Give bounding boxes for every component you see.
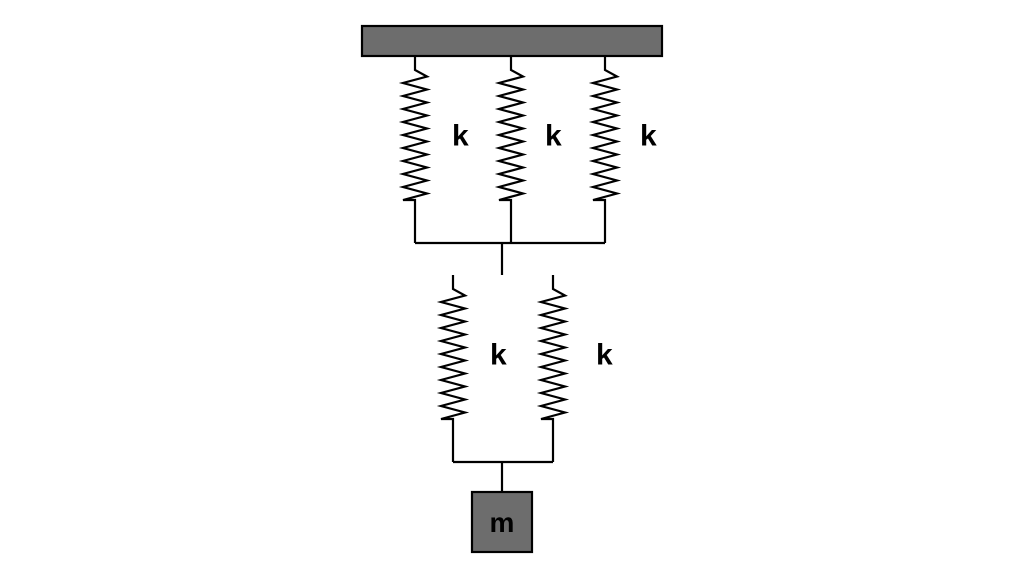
spring-row2-1	[441, 275, 465, 433]
spring-label-row1-1: k	[452, 120, 469, 153]
spring-label-row2-1: k	[490, 339, 507, 372]
spring-row1-1	[403, 56, 427, 214]
spring-row1-2	[499, 56, 523, 214]
spring-row2-2	[541, 275, 565, 433]
ceiling-block	[362, 26, 662, 56]
mass-label: m	[490, 507, 515, 538]
spring-label-row2-2: k	[596, 339, 613, 372]
spring-label-row1-3: k	[640, 120, 657, 153]
spring-row1-3	[593, 56, 617, 214]
spring-label-row1-2: k	[545, 120, 562, 153]
